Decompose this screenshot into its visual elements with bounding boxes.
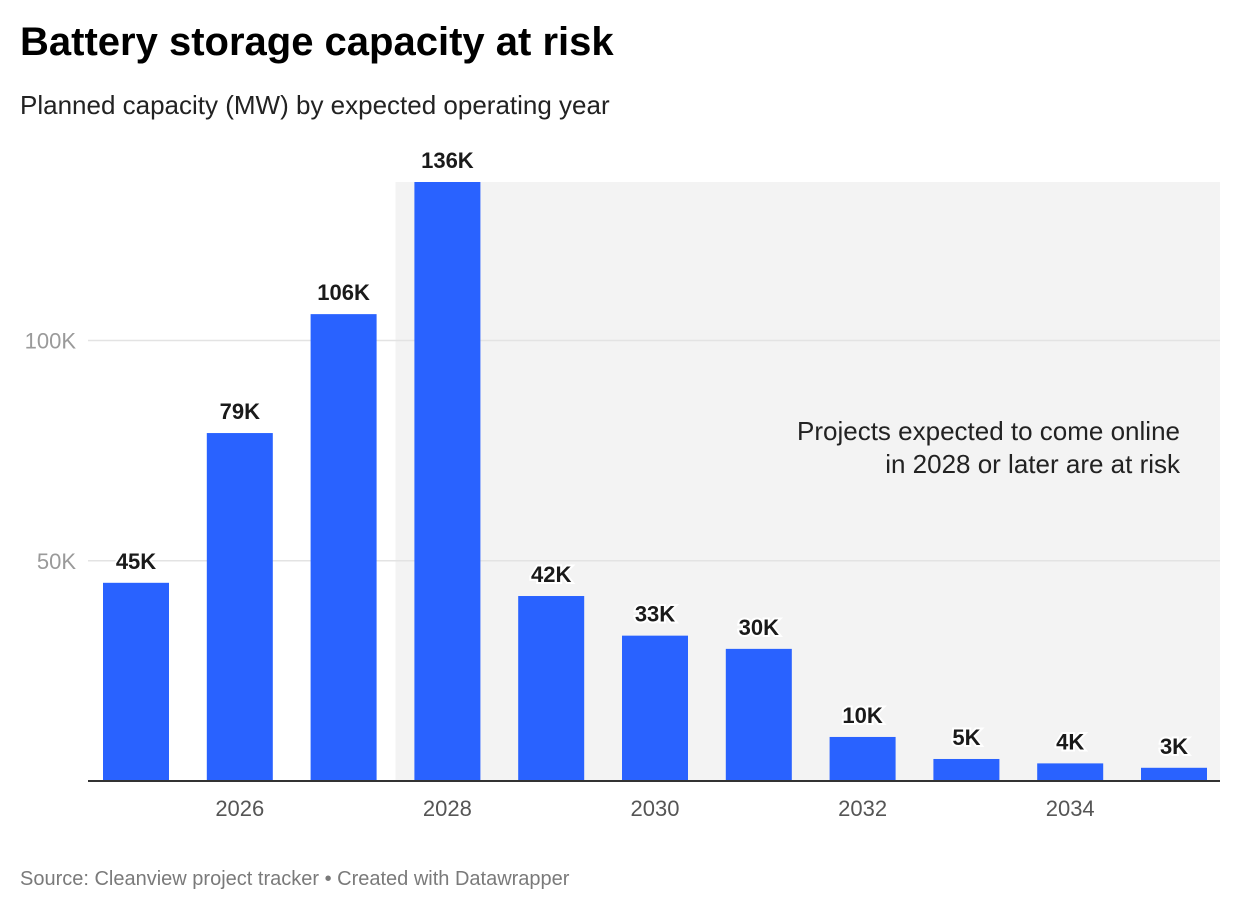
annotation-line-1: Projects expected to come online [797, 416, 1180, 446]
data-label: 106K [317, 280, 370, 305]
x-tick-label: 2030 [631, 796, 680, 821]
chart-subtitle: Planned capacity (MW) by expected operat… [20, 90, 610, 120]
data-label: 30K [739, 615, 779, 640]
data-label: 79K [220, 399, 260, 424]
annotation-line-2: in 2028 or later are at risk [885, 449, 1181, 479]
data-label: 4K [1056, 729, 1084, 754]
bar [414, 182, 481, 781]
bar [103, 582, 169, 781]
y-tick-label: 50K [37, 549, 76, 574]
y-tick-label: 100K [25, 329, 77, 354]
x-tick-label: 2026 [215, 796, 264, 821]
data-label: 136K [421, 148, 474, 173]
bar [1037, 763, 1104, 781]
bar [310, 314, 377, 781]
bar [206, 433, 273, 781]
data-label: 42K [531, 562, 571, 587]
bar-chart: 50K 100K 45K 79K 106K 136K 42K 33K 30K 10K 5K 4K 3K… [25, 146, 1220, 821]
data-label: 10K [842, 703, 882, 728]
bar [933, 758, 1000, 781]
bar [725, 648, 792, 781]
data-label: 3K [1160, 734, 1188, 759]
x-tick-label: 2028 [423, 796, 472, 821]
x-tick-label: 2032 [838, 796, 887, 821]
bar [1141, 767, 1207, 781]
chart-title: Battery storage capacity at risk [20, 20, 614, 64]
bar [829, 736, 896, 781]
data-label: 5K [952, 725, 980, 750]
data-label: 33K [635, 602, 675, 627]
x-tick-label: 2034 [1046, 796, 1095, 821]
bar [622, 635, 688, 781]
data-label: 45K [116, 549, 156, 574]
bar [518, 596, 585, 781]
source-note: Source: Cleanview project tracker • Crea… [20, 868, 570, 890]
